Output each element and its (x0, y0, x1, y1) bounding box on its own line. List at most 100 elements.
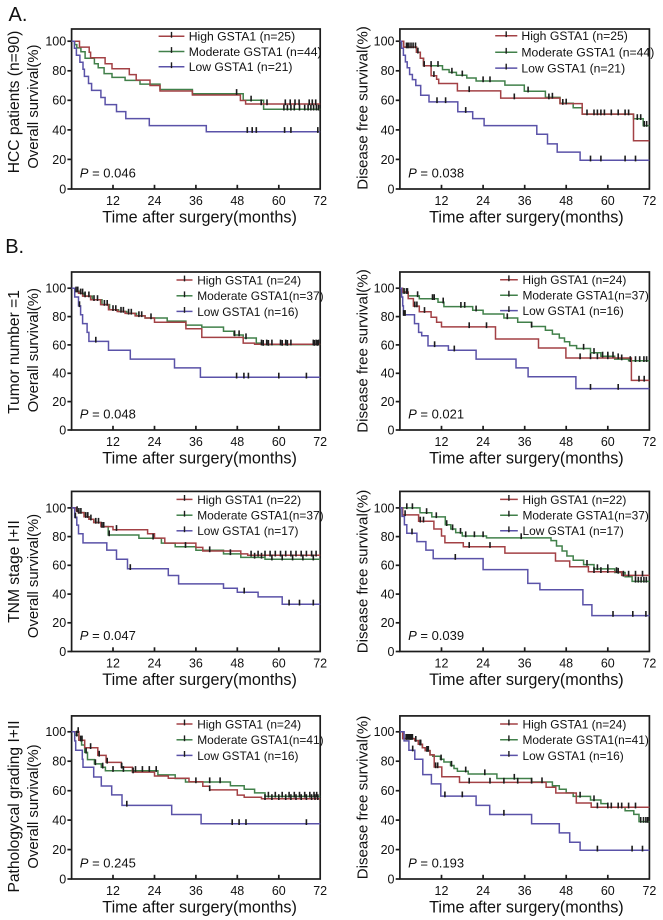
svg-text:12: 12 (106, 194, 120, 208)
svg-text:Overall survival(%): Overall survival(%) (26, 288, 42, 412)
svg-text:60: 60 (601, 884, 615, 898)
svg-text:20: 20 (52, 843, 66, 857)
svg-text:Time after surgery(months): Time after surgery(months) (102, 208, 297, 226)
svg-text:80: 80 (381, 64, 395, 78)
svg-text:Time after surgery(months): Time after surgery(months) (102, 898, 297, 916)
svg-text:100: 100 (374, 725, 395, 739)
svg-text:60: 60 (601, 194, 615, 208)
svg-text:P = 0.039: P = 0.039 (408, 628, 464, 643)
svg-text:A.: A. (9, 4, 28, 26)
svg-text:40: 40 (381, 814, 395, 828)
svg-text:72: 72 (313, 435, 327, 449)
svg-text:TNM stage I+II: TNM stage I+II (6, 520, 23, 623)
svg-text:60: 60 (52, 94, 66, 108)
svg-text:12: 12 (435, 884, 449, 898)
svg-text:60: 60 (272, 194, 286, 208)
svg-text:Low GSTA1 (n=16): Low GSTA1 (n=16) (197, 305, 298, 319)
svg-text:48: 48 (230, 656, 244, 670)
svg-text:High GSTA1 (n=25): High GSTA1 (n=25) (189, 30, 295, 44)
svg-text:0: 0 (59, 645, 66, 659)
svg-text:Overall survival(%): Overall survival(%) (26, 744, 42, 868)
svg-text:80: 80 (52, 755, 66, 769)
svg-text:P = 0.047: P = 0.047 (80, 628, 136, 643)
svg-text:P = 0.021: P = 0.021 (408, 407, 464, 422)
svg-text:Low GSTA1 (n=16): Low GSTA1 (n=16) (523, 749, 624, 763)
svg-text:40: 40 (52, 588, 66, 602)
svg-text:Moderate GSTA1(n=37): Moderate GSTA1(n=37) (197, 509, 323, 523)
svg-text:48: 48 (230, 435, 244, 449)
svg-text:12: 12 (435, 194, 449, 208)
svg-text:Low GSTA1 (n=21): Low GSTA1 (n=21) (189, 60, 293, 74)
svg-text:Low GSTA1 (n=16): Low GSTA1 (n=16) (197, 749, 298, 763)
svg-text:60: 60 (381, 338, 395, 352)
svg-text:12: 12 (106, 884, 120, 898)
svg-text:80: 80 (52, 310, 66, 324)
svg-text:Moderate GSTA1(n=41): Moderate GSTA1(n=41) (523, 733, 649, 747)
svg-text:20: 20 (52, 395, 66, 409)
svg-text:P = 0.038: P = 0.038 (408, 166, 464, 181)
svg-text:High GSTA1 (n=22): High GSTA1 (n=22) (523, 493, 627, 507)
svg-text:Moderate GSTA1 (n=44): Moderate GSTA1 (n=44) (189, 45, 322, 59)
svg-text:40: 40 (52, 123, 66, 137)
svg-text:72: 72 (642, 656, 656, 670)
svg-text:36: 36 (518, 435, 532, 449)
svg-text:12: 12 (106, 435, 120, 449)
svg-text:Tumor number =1: Tumor number =1 (6, 290, 23, 414)
svg-text:Time after surgery(months): Time after surgery(months) (429, 898, 624, 916)
svg-text:12: 12 (435, 435, 449, 449)
svg-text:60: 60 (381, 559, 395, 573)
svg-text:60: 60 (381, 94, 395, 108)
svg-text:0: 0 (388, 645, 395, 659)
svg-text:20: 20 (381, 843, 395, 857)
svg-text:48: 48 (559, 656, 573, 670)
svg-text:48: 48 (559, 194, 573, 208)
svg-text:20: 20 (381, 616, 395, 630)
svg-text:Time after surgery(months): Time after surgery(months) (429, 671, 624, 689)
svg-text:80: 80 (52, 530, 66, 544)
svg-text:36: 36 (518, 884, 532, 898)
svg-text:Low GSTA1 (n=17): Low GSTA1 (n=17) (523, 524, 624, 538)
svg-text:0: 0 (59, 423, 66, 437)
svg-text:24: 24 (476, 194, 490, 208)
svg-text:100: 100 (45, 282, 66, 296)
svg-text:72: 72 (642, 884, 656, 898)
svg-text:72: 72 (313, 656, 327, 670)
svg-text:P = 0.245: P = 0.245 (80, 856, 136, 871)
svg-text:60: 60 (381, 784, 395, 798)
svg-text:Disease free survival(%): Disease free survival(%) (355, 26, 372, 190)
svg-text:60: 60 (52, 559, 66, 573)
svg-text:High GSTA1 (n=22): High GSTA1 (n=22) (197, 493, 301, 507)
svg-text:Overall survival(%): Overall survival(%) (26, 44, 42, 168)
svg-text:60: 60 (52, 784, 66, 798)
svg-text:High GSTA1 (n=24): High GSTA1 (n=24) (197, 717, 301, 731)
svg-text:Time after surgery(months): Time after surgery(months) (102, 449, 297, 467)
svg-text:Moderate GSTA1(n=37): Moderate GSTA1(n=37) (197, 289, 323, 303)
svg-text:60: 60 (272, 656, 286, 670)
svg-text:48: 48 (230, 194, 244, 208)
svg-text:60: 60 (52, 338, 66, 352)
svg-text:24: 24 (148, 656, 162, 670)
svg-text:Disease free survival(%): Disease free survival(%) (355, 269, 372, 433)
svg-text:High GSTA1 (n=24): High GSTA1 (n=24) (523, 717, 627, 731)
svg-text:Moderate GSTA1(n=37): Moderate GSTA1(n=37) (523, 509, 649, 523)
svg-text:P = 0.193: P = 0.193 (408, 856, 464, 871)
svg-text:Disease free survival(%): Disease free survival(%) (355, 490, 372, 654)
svg-text:24: 24 (476, 884, 490, 898)
svg-text:48: 48 (559, 435, 573, 449)
svg-text:72: 72 (313, 194, 327, 208)
svg-text:Time after surgery(months): Time after surgery(months) (102, 671, 297, 689)
svg-text:20: 20 (381, 395, 395, 409)
svg-text:36: 36 (189, 435, 203, 449)
svg-text:12: 12 (106, 656, 120, 670)
svg-text:80: 80 (381, 310, 395, 324)
svg-text:24: 24 (148, 435, 162, 449)
svg-text:Time after surgery(months): Time after surgery(months) (429, 449, 624, 467)
svg-text:36: 36 (189, 656, 203, 670)
svg-text:20: 20 (52, 616, 66, 630)
svg-text:60: 60 (272, 435, 286, 449)
svg-text:B.: B. (5, 236, 24, 258)
svg-text:20: 20 (52, 153, 66, 167)
svg-text:Moderate GSTA1(n=41): Moderate GSTA1(n=41) (197, 733, 323, 747)
svg-text:80: 80 (52, 64, 66, 78)
svg-text:100: 100 (45, 501, 66, 515)
